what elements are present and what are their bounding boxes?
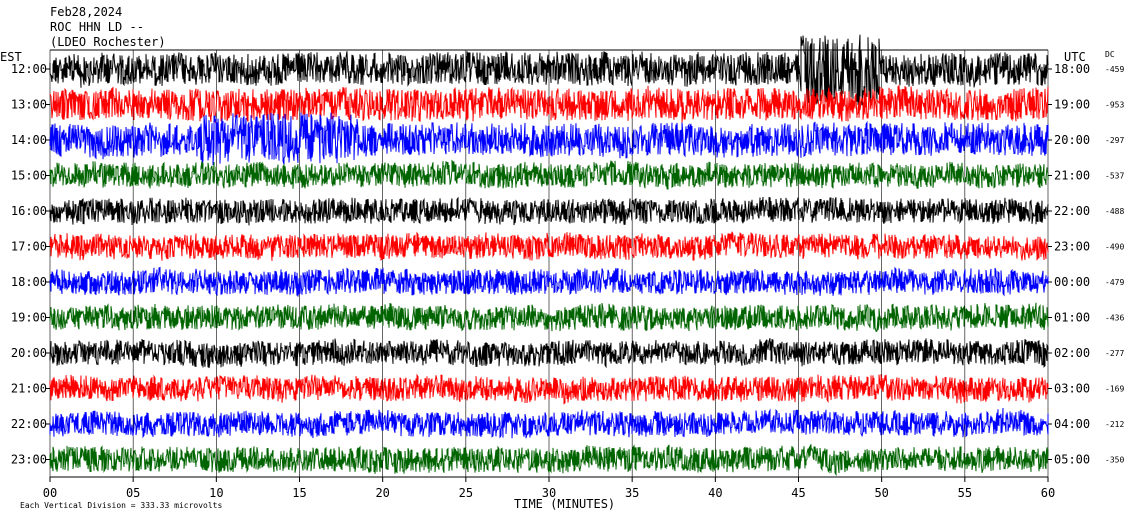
utc-label: 02:00 (1054, 346, 1090, 360)
x-tick-label: 05 (126, 486, 140, 500)
seismic-traces (49, 34, 1049, 477)
utc-label: 22:00 (1054, 204, 1090, 218)
x-tick-label: 10 (209, 486, 223, 500)
utc-label: 01:00 (1054, 311, 1090, 325)
trace-row-7 (49, 266, 1049, 297)
x-tick-label: 60 (1041, 486, 1055, 500)
dc-value: -953 (1105, 101, 1124, 110)
est-axis-label: EST (0, 50, 22, 64)
utc-label: 21:00 (1054, 169, 1090, 183)
est-label: 20:00 (11, 346, 47, 360)
x-tick-label: 00 (43, 486, 57, 500)
utc-label: 18:00 (1054, 62, 1090, 76)
dc-value: -350 (1105, 456, 1124, 465)
trace-row-5 (49, 196, 1049, 226)
dc-value: -488 (1105, 207, 1124, 216)
x-tick-label: 35 (625, 486, 639, 500)
x-tick-label: 15 (292, 486, 306, 500)
dc-value: -459 (1105, 65, 1124, 74)
est-time-labels: 12:00 13:00 14:00 15:00 16:00 17:00 18:00 19:00… (11, 62, 50, 467)
chart-date: Feb28,2024 (50, 5, 122, 19)
x-axis-title: TIME (MINUTES) (514, 497, 615, 511)
trace-row-11 (49, 407, 1049, 439)
minute-grid (49, 50, 1049, 477)
dc-value: -537 (1105, 172, 1124, 181)
est-label: 18:00 (11, 275, 47, 289)
trace-row-8 (49, 302, 1049, 333)
trace-row-1 (49, 34, 1049, 106)
x-tick-label: 55 (958, 486, 972, 500)
chart-station: ROC HHN LD -- (50, 20, 144, 34)
utc-label: 03:00 (1054, 382, 1090, 396)
utc-time-labels: 18:00 19:00 20:00 21:00 22:00 23:00 00:00 01:00… (1048, 62, 1090, 467)
x-tick-label: 40 (708, 486, 722, 500)
est-label: 15:00 (11, 169, 47, 183)
x-tick-label: 30 (542, 486, 556, 500)
est-label: 14:00 (11, 133, 47, 147)
est-label: 22:00 (11, 417, 47, 431)
x-tick-label: 50 (874, 486, 888, 500)
dc-value: -490 (1105, 243, 1124, 252)
est-label: 16:00 (11, 204, 47, 218)
dc-value: -277 (1105, 349, 1124, 358)
est-label: 19:00 (11, 311, 47, 325)
dc-value: -212 (1105, 420, 1124, 429)
dc-value: -297 (1105, 136, 1124, 145)
trace-row-2 (49, 84, 1049, 124)
utc-label: 00:00 (1054, 275, 1090, 289)
dc-value: -436 (1105, 314, 1124, 323)
dc-offset-labels: -459 -953 -297 -537 -488 -490 -479 -436 -277 -169… (1105, 65, 1124, 465)
trace-row-3 (49, 112, 1049, 167)
est-label: 12:00 (11, 62, 47, 76)
trace-row-9 (49, 338, 1049, 369)
trace-row-12 (49, 444, 1049, 477)
trace-row-6 (49, 231, 1049, 261)
est-label: 21:00 (11, 382, 47, 396)
dc-value: -479 (1105, 278, 1124, 287)
est-label: 23:00 (11, 453, 47, 467)
utc-axis-label: UTC (1064, 50, 1086, 64)
dc-axis-label: DC (1105, 50, 1115, 59)
est-label: 17:00 (11, 240, 47, 254)
trace-row-10 (49, 373, 1049, 405)
x-axis-ticks: 00 05 10 15 20 25 30 35 40 45 50 55 60 (43, 477, 1055, 500)
chart-location: (LDEO Rochester) (50, 35, 166, 49)
utc-label: 19:00 (1054, 98, 1090, 112)
dc-value: -169 (1105, 385, 1124, 394)
est-label: 13:00 (11, 98, 47, 112)
x-tick-label: 25 (459, 486, 473, 500)
x-tick-label: 45 (791, 486, 805, 500)
utc-label: 05:00 (1054, 453, 1090, 467)
scale-note: Each Vertical Division = 333.33 microvol… (20, 501, 222, 510)
utc-label: 23:00 (1054, 240, 1090, 254)
x-tick-label: 20 (375, 486, 389, 500)
utc-label: 20:00 (1054, 133, 1090, 147)
utc-label: 04:00 (1054, 417, 1090, 431)
trace-row-4 (49, 159, 1049, 190)
